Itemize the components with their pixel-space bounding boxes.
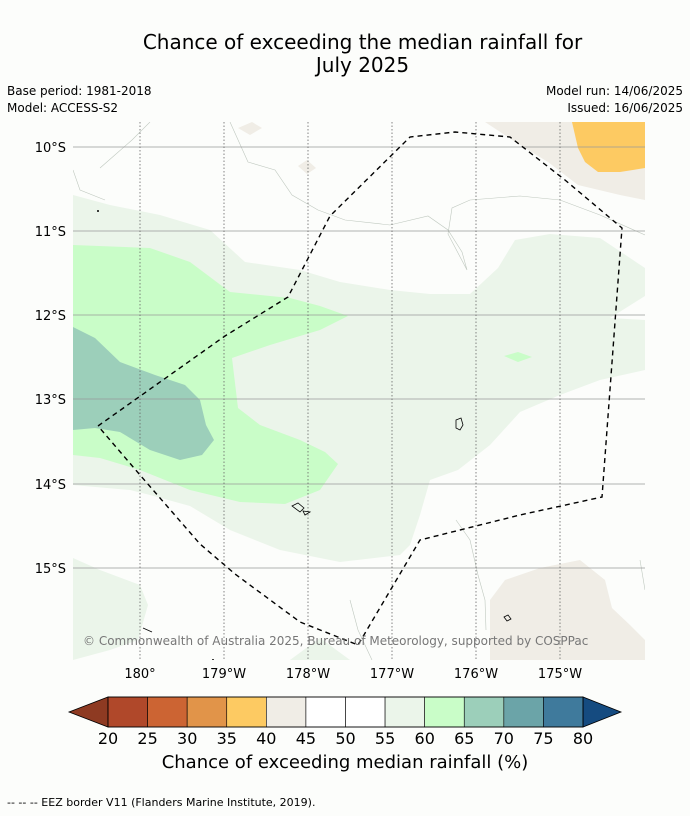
colorbar-segment [147,696,188,728]
lat-label: 13°S [35,393,66,408]
eez-border [97,131,623,646]
colorbar-segment [305,696,346,728]
lon-label: 178°W [286,667,330,682]
colorbar-segment [424,696,465,728]
colorbar-tick: 45 [296,729,316,748]
colorbar-label: Chance of exceeding median rainfall (%) [161,752,529,773]
colorbar-frame [107,696,584,728]
probability-region-55-60-bottom [290,638,350,660]
island-dot [212,659,214,660]
model-run: Model run: 14/06/2025 [545,84,683,98]
lon-label: 179°W [202,667,246,682]
colorbar-tick: 65 [454,729,474,748]
colorbar-segment [384,696,425,728]
lat-label: 15°S [35,562,66,577]
lon-label: 176°W [454,667,498,682]
lon-label: 177°W [370,667,414,682]
colorbar-tick: 55 [375,729,395,748]
title-line-2: July 2025 [315,53,410,77]
map-area [73,122,645,660]
probability-region-60-65-islet [504,352,532,362]
colorbar: 20 25 30 35 40 45 50 55 60 65 70 75 80 [67,696,623,748]
lat-label: 11°S [35,225,66,240]
colorbar-segment [107,696,148,728]
colorbar-tick: 20 [98,729,118,748]
colorbar-segments [107,696,584,728]
map-title: Chance of exceeding the median rainfall … [0,31,690,77]
probability-region-40-45-islet-2 [298,160,316,174]
meta-right: Model run: 14/06/2025 Issued: 16/06/2025 [546,83,683,117]
island-outline [291,502,312,516]
probability-region-40-45-islet-1 [238,122,262,135]
contour-line-north [99,122,645,271]
lon-label: 175°W [538,667,582,682]
colorbar-segment [226,696,267,728]
lon-label: 180° [124,667,155,682]
lat-label: 14°S [35,478,66,493]
island-dot [97,210,99,212]
island-outline [142,627,153,633]
colorbar-segment [463,696,505,728]
contour-line-south [349,519,645,660]
colorbar-tick: 75 [533,729,553,748]
colorbar-tick: 60 [415,729,435,748]
longitude-labels: 180° 179°W 178°W 177°W 176°W 175°W [124,667,582,682]
copyright-notice: © Commonwealth of Australia 2025, Bureau… [83,634,588,648]
colorbar-tick: 35 [217,729,237,748]
title-line-1: Chance of exceeding the median rainfall … [142,30,583,54]
probability-region-55-60-south [73,558,148,660]
lat-label: 12°S [35,309,66,324]
latitude-gridlines [73,146,645,569]
colorbar-tick: 40 [256,729,276,748]
lat-label: 10°S [35,141,66,156]
colorbar-segment [186,696,228,728]
colorbar-tick: 30 [177,729,197,748]
eez-footnote: -- -- -- EEZ border V11 (Flanders Marine… [7,796,316,809]
base-period: Base period: 1981-2018 [7,84,152,98]
colorbar-high-extend [582,696,623,728]
colorbar-tick: 25 [137,729,157,748]
latitude-labels: 10°S 11°S 12°S 13°S 14°S 15°S [35,141,66,577]
colorbar-tick: 70 [494,729,514,748]
island-outline [503,614,512,622]
model-name: Model: ACCESS-S2 [7,101,119,115]
colorbar-low-extend [67,696,109,728]
colorbar-segment [503,696,544,728]
contour-line-west [73,169,106,201]
probability-region-40-45-se [490,560,645,660]
island-outline [455,417,464,431]
colorbar-segment [543,696,584,728]
colorbar-segment [345,696,386,728]
colorbar-segment [266,696,307,728]
colorbar-tick: 80 [573,729,593,748]
colorbar-ticks: 20 25 30 35 40 45 50 55 60 65 70 75 80 [98,729,593,748]
meta-left: Base period: 1981-2018 Model: ACCESS-S2 [7,83,152,117]
longitude-gridlines [139,122,561,660]
issued-date: Issued: 16/06/2025 [567,101,683,115]
colorbar-tick: 50 [335,729,355,748]
